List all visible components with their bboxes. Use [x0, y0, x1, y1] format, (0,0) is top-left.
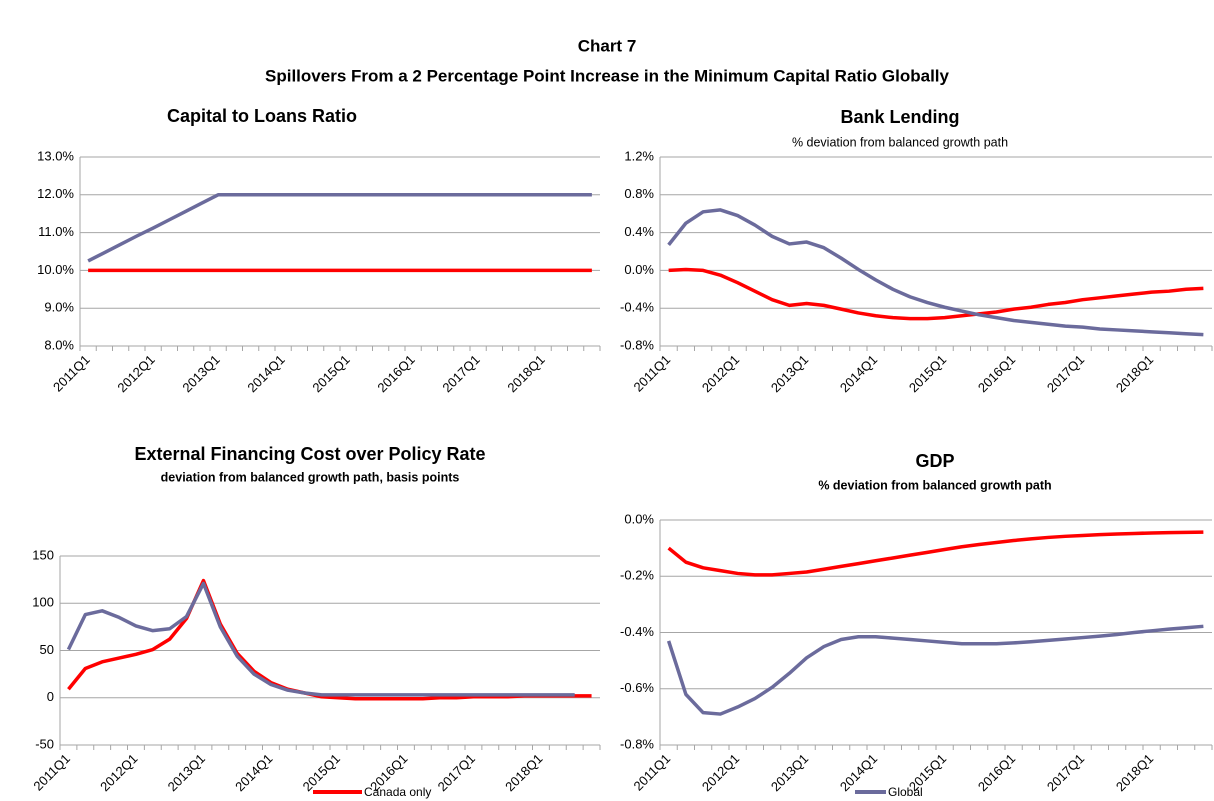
x-tick-label: 2011Q1 — [631, 352, 674, 395]
panel-title: Bank Lending — [840, 107, 959, 127]
legend-label: Canada only — [364, 785, 431, 799]
x-tick-label: 2012Q1 — [699, 352, 742, 395]
panel-subtitle: % deviation from balanced growth path — [818, 478, 1051, 492]
x-tick-label: 2015Q1 — [906, 352, 949, 395]
x-tick-label: 2012Q1 — [114, 352, 157, 395]
x-tick-label: 2014Q1 — [232, 751, 275, 794]
x-tick-label: 2015Q1 — [309, 352, 352, 395]
x-tick-label: 2017Q1 — [439, 352, 482, 395]
y-tick-label: -0.8% — [620, 736, 654, 751]
y-tick-label: -0.6% — [620, 680, 654, 695]
x-tick-label: 2013Q1 — [768, 352, 811, 395]
series-line — [87, 193, 592, 263]
figure-title: Chart 7 — [578, 36, 637, 55]
x-tick-label: 2015Q1 — [300, 751, 343, 794]
figure-subtitle: Spillovers From a 2 Percentage Point Inc… — [265, 66, 949, 85]
x-tick-label: 2018Q1 — [504, 352, 547, 395]
x-tick-label: 2014Q1 — [837, 751, 880, 794]
y-tick-label: 0.8% — [624, 186, 654, 201]
y-tick-label: -0.4% — [620, 300, 654, 315]
x-tick-label: 2011Q1 — [30, 751, 73, 794]
series-line — [668, 267, 1204, 321]
x-tick-label: 2012Q1 — [699, 751, 742, 794]
x-tick-label: 2011Q1 — [631, 751, 674, 794]
panel-title: External Financing Cost over Policy Rate — [134, 444, 485, 464]
panel-subtitle: deviation from balanced growth path, bas… — [161, 470, 460, 484]
y-tick-label: 11.0% — [38, 224, 74, 239]
panel-title: Capital to Loans Ratio — [167, 106, 357, 126]
x-tick-label: 2011Q1 — [50, 352, 93, 395]
y-tick-label: 0 — [47, 689, 54, 704]
series-line — [667, 208, 1204, 337]
x-tick-label: 2012Q1 — [97, 751, 140, 794]
y-tick-label: -0.2% — [620, 568, 654, 583]
y-tick-label: 1.2% — [624, 148, 654, 163]
y-tick-label: 10.0% — [37, 262, 74, 277]
x-tick-label: 2018Q1 — [1113, 751, 1156, 794]
y-tick-label: -50 — [35, 736, 54, 751]
y-tick-label: 13.0% — [37, 148, 74, 163]
y-tick-label: 0.0% — [624, 262, 654, 277]
x-tick-label: 2013Q1 — [768, 751, 811, 794]
x-tick-label: 2017Q1 — [1044, 352, 1087, 395]
x-tick-label: 2016Q1 — [975, 352, 1018, 395]
panel-subtitle: % deviation from balanced growth path — [792, 135, 1008, 149]
y-tick-label: 9.0% — [44, 300, 74, 315]
series-line — [666, 624, 1204, 716]
y-tick-label: -0.8% — [620, 337, 654, 352]
y-tick-label: 0.4% — [624, 224, 654, 239]
x-tick-label: 2016Q1 — [975, 751, 1018, 794]
x-tick-label: 2018Q1 — [502, 751, 545, 794]
y-tick-label: 150 — [32, 547, 54, 562]
series-line — [67, 578, 592, 701]
x-tick-label: 2014Q1 — [837, 352, 880, 395]
legend-label: Global — [888, 785, 923, 799]
x-tick-label: 2013Q1 — [165, 751, 208, 794]
y-tick-label: 8.0% — [44, 337, 74, 352]
y-tick-label: -0.4% — [620, 624, 654, 639]
y-tick-label: 50 — [40, 642, 54, 657]
y-tick-label: 0.0% — [624, 511, 654, 526]
x-tick-label: 2013Q1 — [179, 352, 222, 395]
x-tick-label: 2017Q1 — [435, 751, 478, 794]
x-tick-label: 2015Q1 — [906, 751, 949, 794]
y-tick-label: 12.0% — [37, 186, 74, 201]
x-tick-label: 2017Q1 — [1044, 751, 1087, 794]
series-line — [667, 530, 1204, 577]
series-line — [66, 581, 575, 697]
y-tick-label: 100 — [32, 595, 54, 610]
x-tick-label: 2018Q1 — [1113, 352, 1156, 395]
x-tick-label: 2016Q1 — [374, 352, 417, 395]
x-tick-label: 2014Q1 — [244, 352, 287, 395]
panel-title: GDP — [915, 451, 954, 471]
